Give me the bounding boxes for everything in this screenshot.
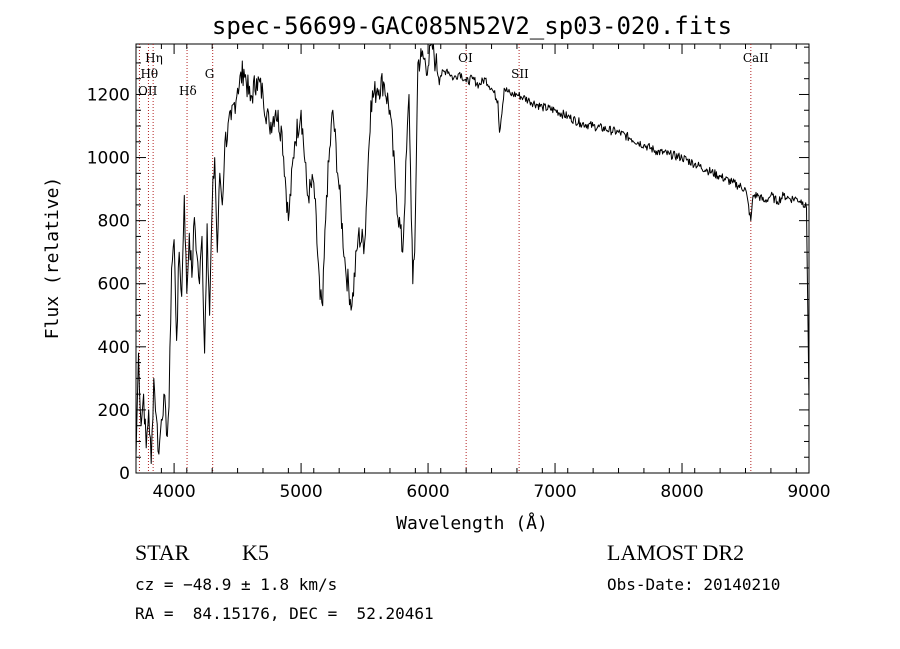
line-marker-label: Hδ [179,84,197,98]
plot-frame [135,43,810,474]
y-tick-label: 400 [98,338,130,358]
line-markers: Hη Hθ OII Hδ G OI SII CaII [138,44,769,473]
object-subclass: K5 [242,540,269,565]
line-marker-label: Hη [145,51,163,65]
chart-title: spec-56699-GAC085N52V2_sp03-020.fits [212,12,732,40]
y-tick-label: 0 [119,464,130,484]
line-marker-label: CaII [743,51,769,65]
y-tick-label: 200 [98,401,130,421]
line-marker-label: G [205,67,215,81]
x-tick-label: 8000 [660,482,703,502]
x-tick-label: 5000 [279,482,322,502]
x-tick-label: 9000 [787,482,830,502]
line-marker-label: Hθ [140,67,158,81]
object-class: STAR [135,540,190,565]
redshift-cz: cz = −48.9 ± 1.8 km/s [135,575,338,594]
line-marker-label: OI [458,51,473,65]
y-axis-label: Flux (relative) [42,177,63,340]
y-tick-label: 1200 [87,85,130,105]
line-marker-label: SII [511,67,529,81]
x-tick-label: 6000 [406,482,449,502]
x-tick-label: 7000 [533,482,576,502]
observation-date: Obs-Date: 20140210 [607,575,781,594]
spectrum-line [135,43,810,464]
x-axis-label: Wavelength (Å) [396,512,548,534]
line-marker-label: OII [138,84,158,98]
ra-dec-coordinates: RA = 84.15176, DEC = 52.20461 [135,604,434,623]
survey-name: LAMOST DR2 [607,540,745,565]
y-tick-label: 800 [98,212,130,232]
y-tick-label: 600 [98,275,130,295]
y-tick-label: 1000 [87,149,130,169]
x-tick-label: 4000 [152,482,195,502]
